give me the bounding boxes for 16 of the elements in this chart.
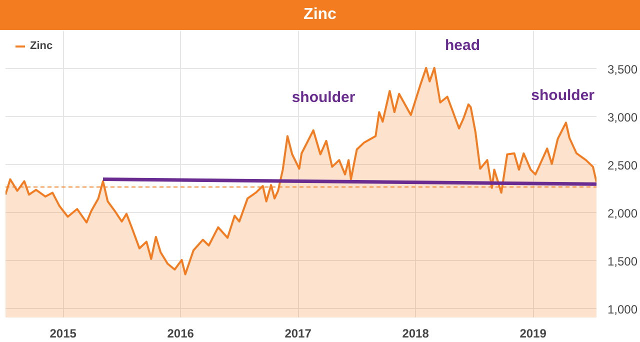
y-tick-label: 1,500 [608, 254, 638, 268]
y-tick-label: 3,500 [608, 62, 638, 76]
y-tick-label: 2,500 [608, 158, 638, 172]
x-tick-label: 2019 [520, 326, 547, 340]
y-tick-label: 2,000 [608, 206, 638, 220]
y-tick-label: 1,000 [608, 302, 638, 316]
x-tick-label: 2015 [50, 326, 77, 340]
annotation: shoulder [292, 89, 356, 106]
chart-title: Zinc [304, 5, 336, 25]
x-tick-label: 2018 [402, 326, 430, 340]
x-tick-label: 2017 [284, 326, 312, 340]
annotation: head [444, 37, 480, 54]
annotation: shoulder [531, 87, 595, 104]
y-tick-label: 3,000 [608, 110, 638, 124]
x-tick-label: 2016 [167, 326, 194, 340]
legend-label: Zinc [30, 40, 53, 52]
